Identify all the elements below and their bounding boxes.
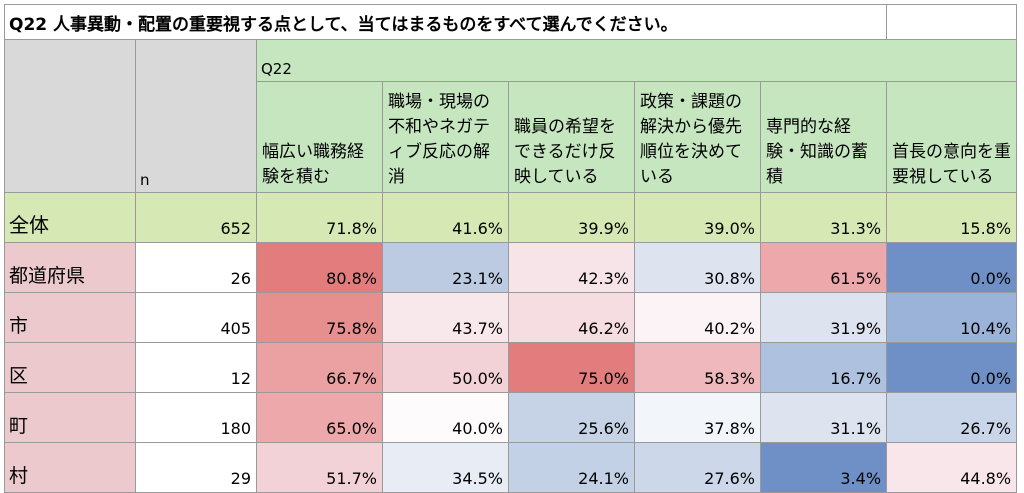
percent-cell: 24.1% (508, 442, 635, 493)
data-row: 区 12 66.7% 50.0% 75.0% 58.3% 16.7% 0.0% (4, 342, 1018, 393)
option-header: 専門的な経験・知識の蓄積 (759, 81, 888, 193)
question-code-row: n Q22 (4, 39, 1018, 193)
percent-cell: 39.0% (634, 192, 761, 243)
percent-cell: 75.0% (508, 342, 635, 393)
percent-cell: 27.6% (634, 442, 761, 493)
percent-cell: 40.0% (382, 392, 509, 443)
percent-cell: 40.2% (634, 292, 761, 343)
percent-cell: 58.3% (634, 342, 761, 393)
option-header: 政策・課題の解決から優先順位を決めている (634, 81, 761, 193)
percent-cell: 31.9% (759, 292, 888, 343)
percent-cell: 41.6% (382, 192, 509, 243)
percent-cell: 51.7% (256, 442, 383, 493)
question-title: Q22 人事異動・配置の重要視する点として、当てはまるものをすべて選んでください… (3, 4, 888, 40)
percent-cell: 30.8% (634, 242, 761, 293)
percent-cell: 80.8% (256, 242, 383, 293)
percent-cell: 31.1% (759, 392, 888, 443)
percent-cell: 44.8% (886, 442, 1018, 493)
option-header: 幅広い職務経験を積む (256, 81, 383, 193)
corner-cell (4, 39, 136, 193)
data-row: 町 180 65.0% 40.0% 25.6% 37.8% 31.1% 26.7… (4, 392, 1018, 443)
percent-cell: 15.8% (886, 192, 1018, 243)
n-header: n (135, 39, 257, 193)
option-header: 首長の意向を重要視している (886, 81, 1018, 193)
percent-cell: 3.4% (759, 442, 888, 493)
percent-cell: 43.7% (382, 292, 509, 343)
percent-cell: 34.5% (382, 442, 509, 493)
percent-cell: 46.2% (508, 292, 635, 343)
percent-cell: 0.0% (886, 242, 1018, 293)
crosstab-table: Q22 人事異動・配置の重要視する点として、当てはまるものをすべて選んでください… (3, 4, 1018, 493)
n-value: 29 (135, 442, 257, 493)
percent-cell: 37.8% (634, 392, 761, 443)
percent-cell: 31.3% (759, 192, 888, 243)
row-label: 全体 (4, 192, 136, 243)
row-label: 都道府県 (4, 242, 136, 293)
percent-cell: 75.8% (256, 292, 383, 343)
percent-cell: 0.0% (886, 342, 1018, 393)
option-header-row: 幅広い職務経験を積む 職場・現場の不和やネガティブ反応の解消 職員の希望をできる… (5, 81, 1018, 193)
total-row: 全体 652 71.8% 41.6% 39.9% 39.0% 31.3% 15.… (4, 192, 1018, 243)
title-row: Q22 人事異動・配置の重要視する点として、当てはまるものをすべて選んでください… (3, 4, 1018, 40)
row-label: 村 (4, 442, 136, 493)
percent-cell: 23.1% (382, 242, 509, 293)
percent-cell: 61.5% (759, 242, 888, 293)
percent-cell: 26.7% (886, 392, 1018, 443)
option-header: 職員の希望をできるだけ反映している (508, 81, 635, 193)
data-row: 都道府県 26 80.8% 23.1% 42.3% 30.8% 61.5% 0.… (4, 242, 1018, 293)
n-value: 180 (135, 392, 257, 443)
n-value: 652 (135, 192, 257, 243)
percent-cell: 39.9% (508, 192, 635, 243)
percent-cell: 10.4% (886, 292, 1018, 343)
percent-cell: 50.0% (382, 342, 509, 393)
n-value: 405 (135, 292, 257, 343)
row-label: 区 (4, 342, 136, 393)
percent-cell: 71.8% (256, 192, 383, 243)
percent-cell: 65.0% (256, 392, 383, 443)
option-header: 職場・現場の不和やネガティブ反応の解消 (382, 81, 509, 193)
data-row: 村 29 51.7% 34.5% 24.1% 27.6% 3.4% 44.8% (4, 442, 1018, 493)
row-label: 市 (4, 292, 136, 343)
data-row: 市 405 75.8% 43.7% 46.2% 40.2% 31.9% 10.4… (4, 292, 1018, 343)
row-label: 町 (4, 392, 136, 443)
n-value: 26 (135, 242, 257, 293)
percent-cell: 16.7% (759, 342, 888, 393)
question-code: Q22 (255, 39, 1018, 82)
percent-cell: 25.6% (508, 392, 635, 443)
title-blank-cell (886, 4, 1018, 40)
n-value: 12 (135, 342, 257, 393)
crosstab-sheet: Q22 人事異動・配置の重要視する点として、当てはまるものをすべて選んでください… (3, 4, 1018, 493)
percent-cell: 42.3% (508, 242, 635, 293)
percent-cell: 66.7% (256, 342, 383, 393)
